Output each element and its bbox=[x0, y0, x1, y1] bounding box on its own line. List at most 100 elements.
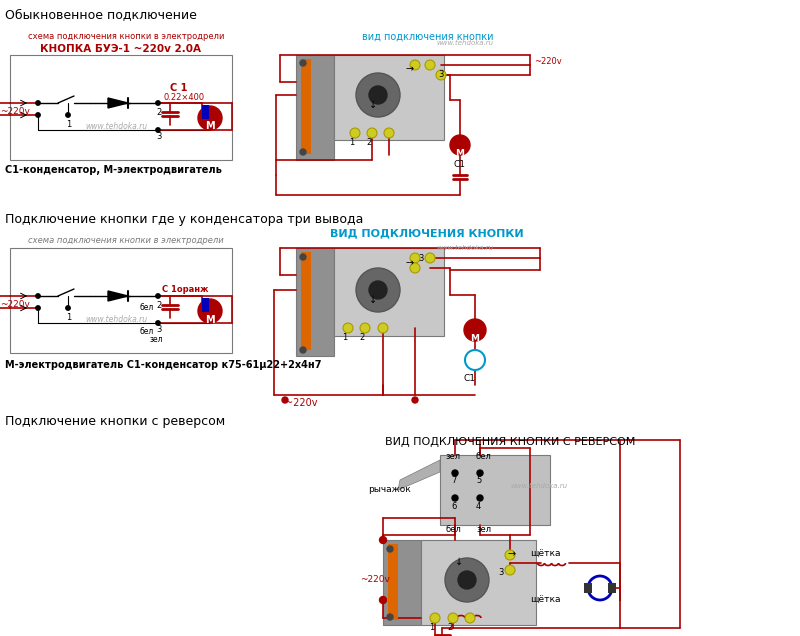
Text: ВИД ПОДКЛЮЧЕНИЯ КНОПКИ С РЕВЕРСОМ: ВИД ПОДКЛЮЧЕНИЯ КНОПКИ С РЕВЕРСОМ bbox=[385, 437, 635, 447]
Text: 3: 3 bbox=[438, 70, 443, 79]
Bar bbox=[296, 55, 334, 160]
Text: 6: 6 bbox=[451, 502, 456, 511]
Text: Подключение кнопки где у конденсатора три вывода: Подключение кнопки где у конденсатора тр… bbox=[5, 213, 363, 226]
Circle shape bbox=[356, 73, 400, 117]
Bar bbox=[440, 455, 550, 525]
Text: М-электродвигатель С1-конденсатор к75-61µ22+2х4н7: М-электродвигатель С1-конденсатор к75-61… bbox=[5, 360, 322, 370]
Circle shape bbox=[156, 100, 160, 105]
Text: 1: 1 bbox=[66, 313, 71, 322]
Circle shape bbox=[505, 565, 515, 575]
Bar bbox=[421, 540, 536, 625]
Circle shape bbox=[445, 558, 489, 602]
Text: вид подключения кнопки: вид подключения кнопки bbox=[362, 32, 494, 42]
Text: М: М bbox=[205, 121, 214, 131]
Circle shape bbox=[343, 323, 353, 333]
Circle shape bbox=[300, 149, 306, 155]
Text: ~220v: ~220v bbox=[0, 107, 30, 116]
Circle shape bbox=[425, 253, 435, 263]
Bar bbox=[383, 540, 421, 625]
Text: ↓: ↓ bbox=[369, 295, 377, 305]
Circle shape bbox=[156, 128, 160, 132]
Circle shape bbox=[425, 60, 435, 70]
Text: КНОПКА БУЭ-1 ~220v 2.0А: КНОПКА БУЭ-1 ~220v 2.0А bbox=[40, 44, 201, 54]
Circle shape bbox=[66, 306, 70, 310]
Bar bbox=[202, 105, 209, 119]
Text: зел: зел bbox=[476, 525, 491, 534]
Text: зел: зел bbox=[445, 452, 460, 461]
Text: схема подключения кнопки в электродрели: схема подключения кнопки в электродрели bbox=[28, 236, 224, 245]
Bar bbox=[584, 583, 592, 593]
Text: бел: бел bbox=[140, 327, 154, 336]
Circle shape bbox=[300, 347, 306, 353]
Text: бел: бел bbox=[476, 452, 492, 461]
Text: 4: 4 bbox=[476, 502, 482, 511]
Circle shape bbox=[465, 613, 475, 623]
Circle shape bbox=[156, 321, 160, 325]
Circle shape bbox=[66, 113, 70, 117]
Text: ~220v: ~220v bbox=[285, 398, 318, 408]
Circle shape bbox=[282, 397, 288, 403]
Circle shape bbox=[477, 470, 483, 476]
Circle shape bbox=[356, 268, 400, 312]
Text: 3: 3 bbox=[418, 254, 423, 263]
Text: C1: C1 bbox=[463, 374, 475, 383]
Text: щётка: щётка bbox=[530, 550, 561, 559]
Text: 2: 2 bbox=[156, 108, 162, 117]
Text: 2: 2 bbox=[156, 301, 162, 310]
Circle shape bbox=[387, 614, 393, 620]
Text: 7: 7 bbox=[451, 476, 456, 485]
Text: 3: 3 bbox=[498, 568, 503, 577]
Circle shape bbox=[36, 306, 40, 310]
Text: →: → bbox=[406, 258, 414, 268]
Text: 2: 2 bbox=[447, 623, 453, 632]
Bar bbox=[301, 252, 311, 350]
Circle shape bbox=[384, 128, 394, 138]
Circle shape bbox=[412, 397, 418, 403]
Text: щётка: щётка bbox=[530, 596, 561, 605]
Circle shape bbox=[436, 70, 446, 80]
Text: →: → bbox=[507, 549, 515, 559]
Text: ↓: ↓ bbox=[455, 557, 463, 567]
Text: 2: 2 bbox=[366, 138, 372, 147]
Circle shape bbox=[448, 613, 458, 623]
Text: М: М bbox=[470, 334, 479, 343]
Text: бел: бел bbox=[140, 303, 154, 312]
Circle shape bbox=[458, 571, 476, 589]
Polygon shape bbox=[108, 291, 128, 301]
Text: ~220v: ~220v bbox=[534, 57, 562, 66]
Bar bbox=[10, 248, 232, 353]
Bar bbox=[334, 248, 444, 336]
Text: 3: 3 bbox=[156, 132, 162, 141]
Text: 1: 1 bbox=[430, 623, 434, 632]
Circle shape bbox=[36, 113, 40, 117]
Text: C1: C1 bbox=[453, 160, 465, 169]
Text: 1: 1 bbox=[66, 120, 71, 129]
Circle shape bbox=[378, 323, 388, 333]
Circle shape bbox=[198, 106, 222, 130]
Circle shape bbox=[465, 350, 485, 370]
Text: www.tehdoka.ru: www.tehdoka.ru bbox=[436, 245, 493, 251]
Polygon shape bbox=[398, 460, 440, 490]
Text: М: М bbox=[205, 315, 214, 325]
Circle shape bbox=[156, 294, 160, 298]
Circle shape bbox=[452, 470, 458, 476]
Circle shape bbox=[300, 254, 306, 260]
Circle shape bbox=[387, 546, 393, 552]
Text: www.tehdoka.ru: www.tehdoka.ru bbox=[85, 122, 147, 131]
Circle shape bbox=[505, 550, 515, 560]
Text: ВИД ПОДКЛЮЧЕНИЯ КНОПКИ: ВИД ПОДКЛЮЧЕНИЯ КНОПКИ bbox=[330, 228, 524, 238]
Circle shape bbox=[410, 60, 420, 70]
Circle shape bbox=[464, 319, 486, 341]
Text: Обыкновенное подключение: Обыкновенное подключение bbox=[5, 8, 197, 21]
Text: ~220v: ~220v bbox=[360, 575, 390, 584]
Bar bbox=[608, 583, 616, 593]
Circle shape bbox=[300, 60, 306, 66]
Text: 1: 1 bbox=[350, 138, 354, 147]
Circle shape bbox=[369, 281, 387, 299]
Circle shape bbox=[360, 323, 370, 333]
Circle shape bbox=[430, 613, 440, 623]
Text: 0.22×400: 0.22×400 bbox=[163, 93, 204, 102]
Text: 1: 1 bbox=[342, 333, 348, 342]
Text: www.tehdoka.ru: www.tehdoka.ru bbox=[85, 315, 147, 324]
Polygon shape bbox=[108, 98, 128, 108]
